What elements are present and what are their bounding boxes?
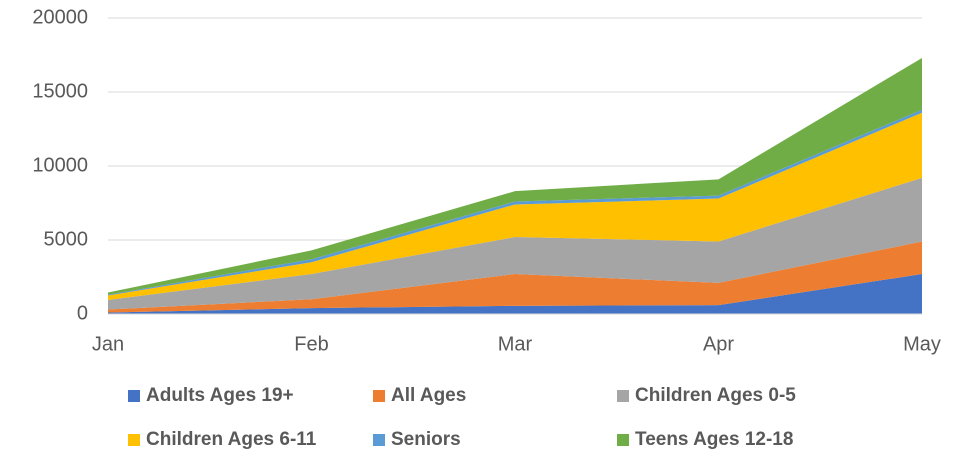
area: [108, 112, 922, 300]
legend-swatch: [617, 390, 629, 402]
legend-label: Seniors: [391, 429, 461, 450]
legend-label: Adults Ages 19+: [146, 385, 294, 406]
legend: Adults Ages 19+ All Ages Children Ages 0-5…: [128, 385, 796, 450]
y-tick-label: 5000: [44, 228, 89, 250]
x-tick-label: Feb: [294, 333, 328, 355]
area: [108, 109, 922, 296]
area: [108, 57, 922, 295]
area: [108, 274, 922, 314]
legend-label: Teens Ages 12-18: [635, 429, 793, 450]
area: [108, 241, 922, 313]
legend-label: Children Ages 0-5: [635, 385, 796, 406]
area: [108, 177, 922, 310]
y-tick-label: 0: [77, 302, 88, 324]
y-tick-label: 15000: [32, 80, 88, 102]
x-tick-label: Jan: [92, 333, 124, 355]
y-tick-label: 20000: [32, 6, 88, 28]
legend-swatch: [617, 434, 629, 446]
legend-label: All Ages: [391, 385, 466, 406]
x-tick-label: Mar: [498, 333, 533, 355]
y-tick-label: 10000: [32, 154, 88, 176]
x-tick-label: Apr: [703, 333, 734, 355]
x-tick-label: May: [903, 333, 941, 355]
legend-label: Children Ages 6-11: [146, 429, 317, 450]
legend-swatch: [373, 390, 385, 402]
legend-swatch: [128, 434, 140, 446]
legend-swatch: [373, 434, 385, 446]
legend-swatch: [128, 390, 140, 402]
